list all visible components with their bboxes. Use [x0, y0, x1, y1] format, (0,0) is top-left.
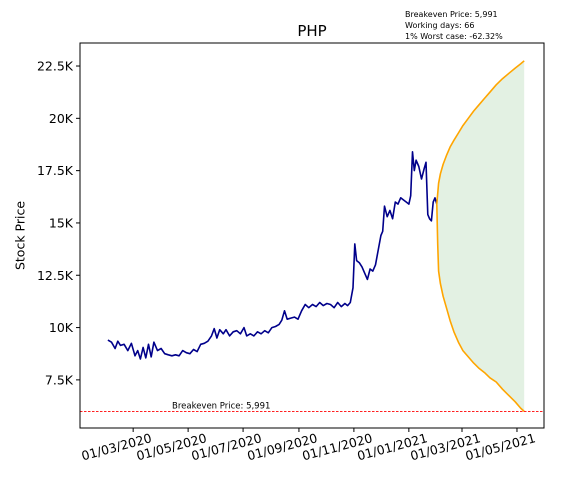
- y-tick-label: 15K: [49, 215, 74, 230]
- series-layer: [107, 60, 525, 412]
- info-box: Breakeven Price: 5,991 Working days: 66 1%…: [405, 10, 503, 41]
- y-tick-label: 22.5K: [37, 59, 74, 74]
- info-line: Breakeven Price: 5,991: [405, 10, 498, 19]
- y-tick-label: 12.5K: [37, 268, 74, 283]
- info-line: 1% Worst case: -62.32%: [405, 32, 503, 41]
- historical-price-line: [107, 151, 438, 360]
- y-tick-label: 10K: [49, 320, 74, 335]
- breakeven-label: Breakeven Price: 5,991: [172, 401, 270, 411]
- projection-lower-line: [436, 204, 525, 412]
- y-tick-label: 7.5K: [45, 372, 74, 387]
- y-tick-label: 17.5K: [37, 163, 74, 178]
- projection-range-area: [436, 60, 525, 412]
- breakeven-layer: Breakeven Price: 5,991: [80, 401, 544, 412]
- projection-upper-line: [436, 60, 525, 205]
- chart-title: PHP: [297, 22, 326, 40]
- x-axis: 01/03/202001/05/202001/07/202001/09/2020…: [80, 428, 537, 463]
- plot-frame: [79, 42, 545, 429]
- y-axis-label: Stock Price: [12, 201, 27, 270]
- y-tick-label: 20K: [49, 111, 74, 126]
- y-axis: 7.5K 10K 12.5K 15K 17.5K 20K 22.5K: [37, 59, 80, 387]
- projection-fill-layer: [436, 60, 525, 412]
- info-line: Working days: 66: [405, 21, 474, 30]
